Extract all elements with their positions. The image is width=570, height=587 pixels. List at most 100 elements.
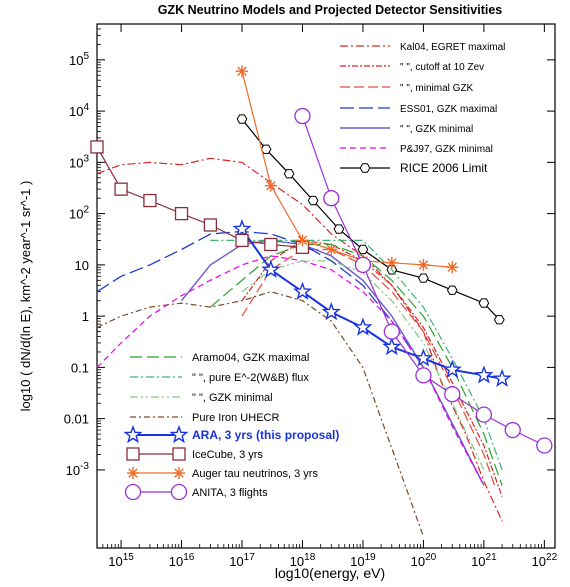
hexagon-marker <box>283 169 295 179</box>
legend-label: " ", cutoff at 10 Zev <box>400 62 484 73</box>
y-tick-label: 102 <box>69 205 89 222</box>
series-line <box>210 239 503 471</box>
circle-marker <box>475 406 493 423</box>
series-line <box>241 239 503 497</box>
square-marker <box>174 206 189 221</box>
asterisk-marker <box>237 66 247 76</box>
asterisk-marker <box>418 260 429 270</box>
star-marker <box>474 365 494 384</box>
star-marker <box>292 281 313 300</box>
legend-label: ESS01, GZK maximal <box>400 104 497 115</box>
hexagon-marker <box>307 195 319 206</box>
circle-marker <box>415 367 432 384</box>
series-8 <box>210 239 503 471</box>
hexagon-marker <box>478 298 490 308</box>
star-marker <box>169 425 189 444</box>
legend-label: RICE 2006 Limit <box>400 161 488 175</box>
hexagon-marker <box>357 244 369 255</box>
y-tick-label: 104 <box>69 102 89 119</box>
asterisk-marker <box>297 235 308 246</box>
hexagon-marker <box>418 273 429 283</box>
circle-marker <box>354 256 372 274</box>
star-marker <box>123 425 143 444</box>
series-5 <box>96 255 485 486</box>
circle-marker <box>504 421 521 439</box>
y-tick-label: 10 <box>75 258 89 273</box>
star-marker <box>321 302 341 321</box>
x-tick-label: 1019 <box>350 552 376 569</box>
ticks-layer: 1015 1016 1017 1018 1019 1020 1021 102210510410… <box>64 24 558 569</box>
circle-marker <box>294 107 311 125</box>
legend-label: " ", GZK minimal <box>400 124 473 135</box>
series-14 <box>294 107 553 454</box>
circle-marker <box>536 437 553 454</box>
chart-title: GZK Neutrino Models and Projected Detect… <box>158 3 503 17</box>
circle-marker <box>170 483 188 501</box>
asterisk-marker <box>266 180 276 191</box>
x-tick-label: 1018 <box>290 552 316 569</box>
series-11 <box>232 219 512 387</box>
hexagon-marker <box>359 163 371 173</box>
square-marker <box>203 218 218 232</box>
x-tick-label: 1020 <box>411 552 437 569</box>
y-tick-label: 103 <box>69 153 89 170</box>
star-marker <box>492 368 512 387</box>
asterisk-marker <box>387 258 397 268</box>
legend-label: ARA, 3 yrs (this proposal) <box>192 428 339 442</box>
circle-marker <box>444 386 461 403</box>
series-line <box>180 239 485 486</box>
asterisk-marker <box>128 468 138 478</box>
series-layer <box>90 65 553 537</box>
series-1 <box>241 239 503 497</box>
circle-marker <box>323 190 340 207</box>
series-12 <box>90 140 310 254</box>
asterisk-marker <box>174 468 184 478</box>
legend-label: Auger tau neutrinos, 3 yrs <box>192 468 318 480</box>
hexagon-marker <box>333 224 345 234</box>
x-tick-label: 1015 <box>108 552 134 569</box>
star-marker <box>353 317 373 336</box>
x-tick-label: 1017 <box>229 552 255 569</box>
legend-label: Pure Iron UHECR <box>192 412 279 424</box>
circle-marker <box>124 483 142 501</box>
y-tick-label: 1 <box>82 309 89 324</box>
legend-label: Kal04, EGRET maximal <box>400 42 505 53</box>
series-0 <box>96 157 503 522</box>
series-line <box>96 255 485 486</box>
circle-marker <box>383 323 400 340</box>
series-line <box>96 146 303 248</box>
star-marker <box>382 337 402 356</box>
star-marker <box>232 219 252 238</box>
square-marker <box>264 237 278 252</box>
x-tick-label: 1021 <box>471 552 497 569</box>
x-tick-label: 1022 <box>532 552 558 569</box>
y-axis-label: log10 ( dN/d(ln E), km^-2 year^-1 sr^-1 … <box>18 181 33 412</box>
square-marker <box>143 193 157 208</box>
star-marker <box>413 348 433 367</box>
square-marker <box>114 182 128 196</box>
series-line <box>241 248 496 486</box>
y-tick-label: 0.01 <box>64 412 89 427</box>
y-tick-label: 10-3 <box>66 461 90 478</box>
legend-label: P&J97, GZK minimal <box>400 144 493 155</box>
hexagon-marker <box>493 315 505 325</box>
asterisk-marker <box>326 244 337 255</box>
x-tick-label: 1016 <box>169 552 195 569</box>
hexagon-marker <box>236 114 248 124</box>
y-tick-label: 0.1 <box>71 360 89 375</box>
star-marker <box>442 359 462 378</box>
series-line <box>96 157 503 522</box>
square-marker <box>90 140 104 154</box>
square-marker <box>126 447 140 461</box>
series-4 <box>180 239 485 486</box>
legend-label: ANITA, 3 flights <box>192 487 268 499</box>
legend-label: " ", pure E^-2(W&B) flux <box>192 372 309 384</box>
series-line <box>96 291 424 537</box>
series-2 <box>241 248 496 486</box>
series-line <box>241 228 503 380</box>
series-13 <box>236 65 459 274</box>
star-marker <box>261 259 281 278</box>
asterisk-marker <box>447 262 458 272</box>
